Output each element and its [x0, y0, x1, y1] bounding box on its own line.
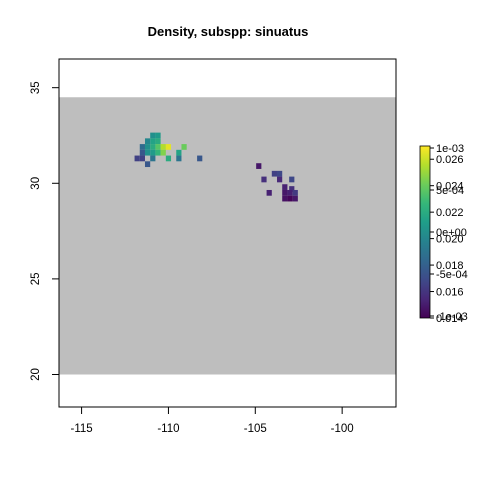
density-cell: [282, 184, 288, 190]
legend-label: -5e-04: [436, 269, 468, 281]
legend-label: 0e+00: [436, 227, 467, 239]
density-cell: [139, 144, 145, 150]
chart-title: Density, subspp: sinuatus: [148, 24, 309, 39]
y-tick-label: 25: [30, 272, 42, 285]
density-cell: [292, 189, 298, 196]
density-cell: [160, 149, 166, 156]
x-axis: -115 -110 -105 -100: [70, 406, 354, 435]
density-cell: [139, 149, 145, 156]
density-cell: [289, 186, 295, 192]
legend-label: 0.018: [436, 260, 464, 272]
density-cell: [261, 176, 267, 183]
x-tick-label: -100: [331, 423, 354, 435]
density-cell: [165, 144, 172, 150]
density-cell: [150, 138, 156, 145]
density-cell: [144, 161, 151, 168]
density-cell: [287, 195, 293, 202]
legend-label: 5e-04: [436, 185, 464, 197]
x-tick-label: -105: [244, 423, 267, 435]
density-cell: [266, 189, 272, 196]
x-tick-label: -115: [70, 423, 92, 435]
density-cell: [277, 176, 283, 183]
color-legend: 0.014 0.016 0.018 0.020 0.022 0.024 0.026 -1e-0…: [419, 143, 468, 325]
raster-cells: [134, 132, 298, 202]
density-cell: [181, 144, 187, 150]
legend-label: 1e-03: [436, 143, 464, 155]
legend-label: 0.020: [436, 234, 464, 246]
y-axis: 20 25 30 35: [30, 81, 59, 381]
legend-label: 0.024: [436, 181, 464, 193]
legend-label: 0.014: [436, 313, 464, 325]
legend-label: 0.026: [436, 154, 464, 166]
raster-background: [59, 97, 396, 375]
density-cell: [144, 138, 151, 145]
density-cell: [150, 149, 156, 156]
legend-label: 0.022: [436, 207, 464, 219]
density-cell: [292, 195, 298, 202]
density-cell: [282, 195, 288, 202]
density-cell: [289, 176, 295, 183]
density-cell: [150, 144, 156, 150]
density-cell: [155, 138, 161, 145]
y-tick-label: 35: [30, 81, 42, 94]
y-tick-label: 30: [30, 177, 42, 190]
density-cell: [139, 155, 145, 162]
density-cell: [277, 170, 283, 177]
density-cell: [155, 149, 161, 156]
density-cell: [134, 155, 140, 162]
density-cell: [165, 155, 172, 162]
x-tick-label: -110: [157, 423, 179, 435]
density-cell: [271, 170, 278, 177]
density-cell: [144, 144, 151, 150]
density-cell: [155, 144, 161, 150]
density-cell: [150, 132, 156, 139]
density-cell: [144, 149, 151, 156]
y-tick-label: 20: [30, 368, 42, 381]
density-cell: [176, 149, 182, 156]
density-cell: [287, 189, 293, 196]
legend-label: 0.016: [436, 287, 464, 299]
density-cell: [155, 132, 161, 139]
density-cell: [150, 155, 156, 162]
density-cell: [197, 155, 203, 162]
density-cell: [256, 163, 262, 169]
legend-color-bar: [419, 145, 431, 319]
density-cell: [176, 155, 182, 162]
legend-label: -1e-03: [436, 311, 468, 323]
density-cell: [160, 144, 166, 150]
density-cell: [282, 189, 288, 196]
